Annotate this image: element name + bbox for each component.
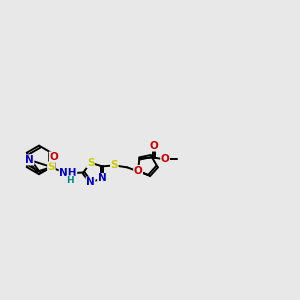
Text: N: N (25, 155, 34, 165)
Text: S: S (111, 160, 118, 170)
Text: N: N (98, 173, 106, 184)
Text: S: S (87, 158, 94, 168)
Text: H: H (67, 176, 74, 185)
Text: NH: NH (59, 168, 77, 178)
Text: O: O (149, 141, 158, 151)
Text: S: S (48, 162, 55, 172)
Text: O: O (161, 154, 170, 164)
Text: O: O (49, 152, 58, 162)
Text: N: N (86, 177, 95, 187)
Text: O: O (134, 166, 142, 176)
